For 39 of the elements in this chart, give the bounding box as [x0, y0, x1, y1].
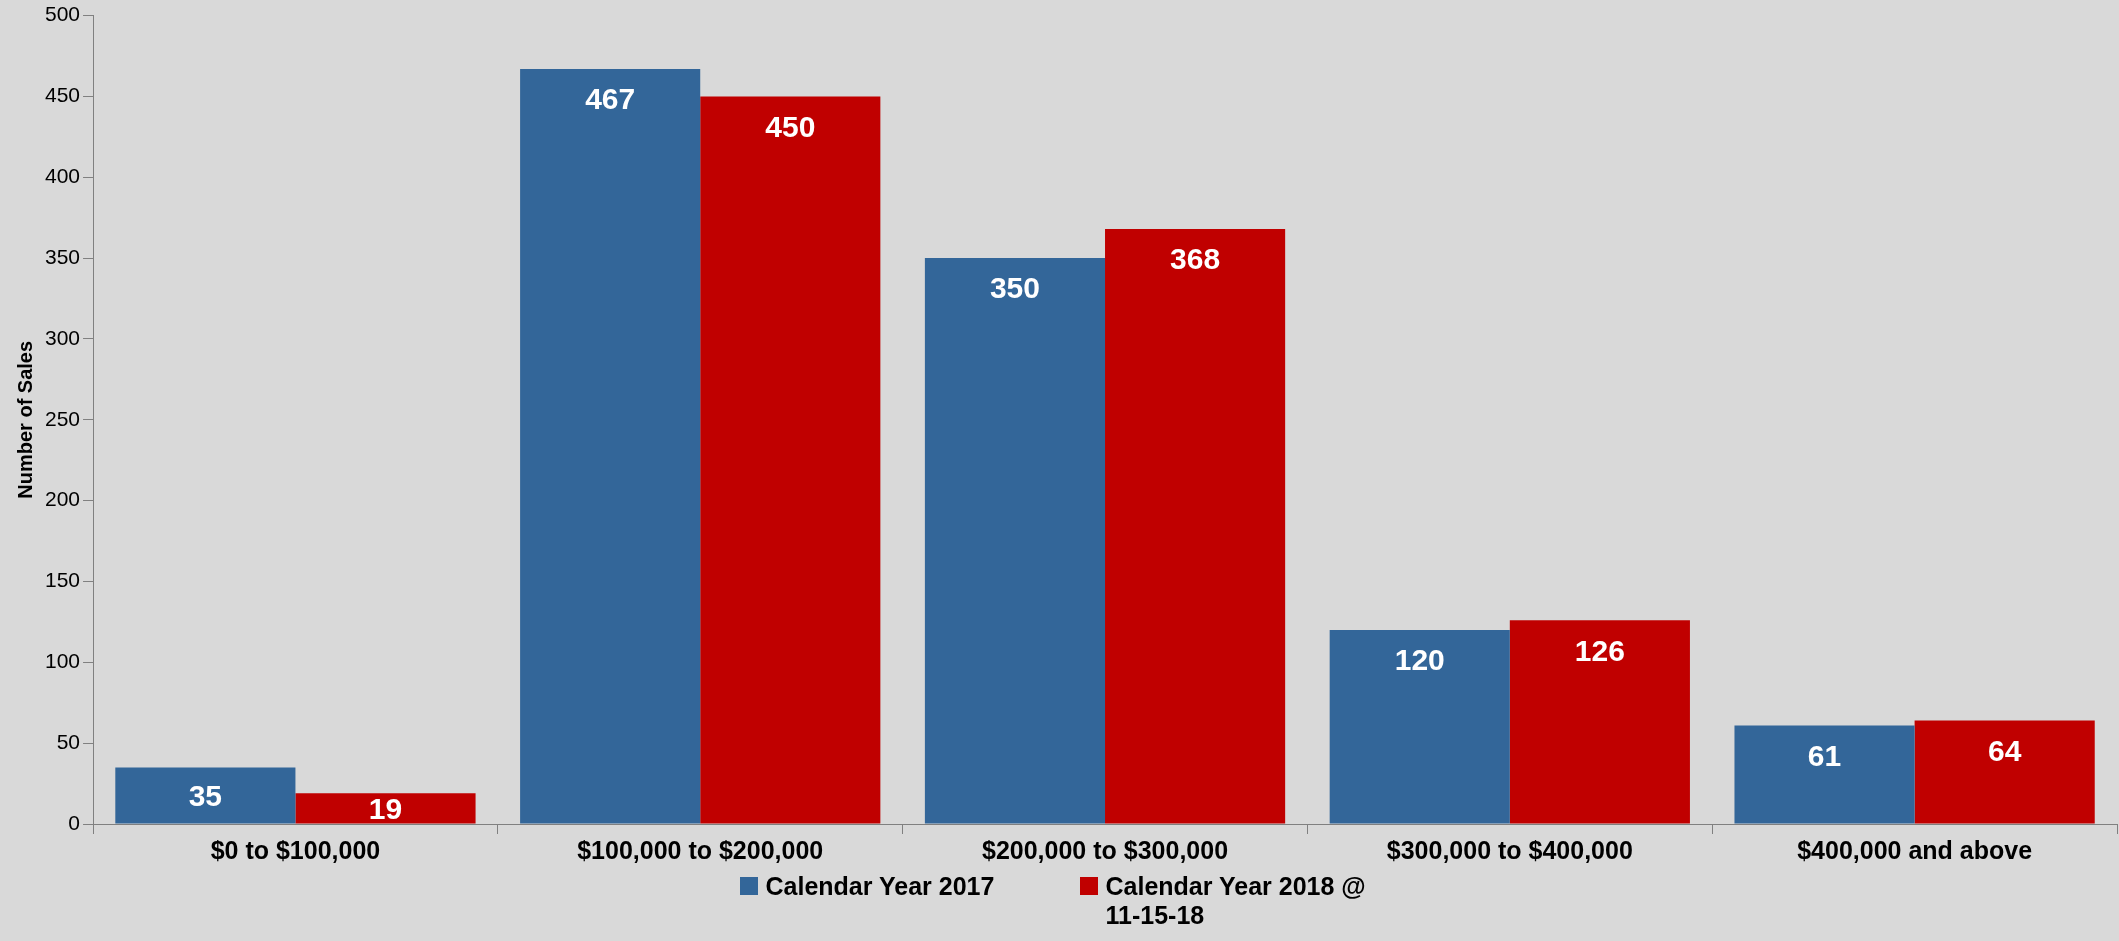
data-label: 64: [1987, 733, 2022, 767]
data-label: 467: [585, 82, 636, 116]
bar: [1734, 725, 1915, 824]
x-tick-label: $300,000 to $400,000: [1386, 835, 1633, 864]
y-tick-label: 350: [44, 244, 81, 268]
bar: [115, 767, 296, 824]
x-tick-label: $0 to $100,000: [210, 835, 381, 864]
bar: [1914, 720, 2095, 824]
bar: [520, 68, 701, 824]
y-axis-title: Number of Sales: [13, 340, 36, 499]
data-label: 350: [989, 271, 1040, 305]
data-label: 368: [1170, 242, 1221, 276]
y-tick-label: 50: [56, 729, 81, 753]
y-tick-label: 300: [44, 325, 81, 349]
x-tick-label: $400,000 and above: [1797, 835, 2033, 864]
y-tick-label: 450: [44, 83, 81, 107]
bar: [295, 793, 476, 824]
bar: [1105, 229, 1286, 824]
data-label: 126: [1574, 633, 1625, 667]
y-tick-label: 250: [44, 406, 81, 430]
data-label: 450: [765, 109, 816, 143]
bar: [1509, 620, 1690, 824]
y-tick-label: 0: [68, 810, 81, 834]
data-label: 19: [368, 791, 403, 825]
data-label: 120: [1394, 643, 1445, 677]
y-tick-label: 200: [44, 487, 81, 511]
legend-label: Calendar Year 2017: [765, 872, 995, 901]
bar: [1329, 629, 1510, 824]
x-tick-label: $200,000 to $300,000: [982, 835, 1229, 864]
bar: [924, 258, 1106, 824]
data-label: 35: [188, 778, 223, 812]
x-tick-label: $100,000 to $200,000: [577, 835, 824, 864]
data-label: 61: [1807, 738, 1842, 772]
bar: [700, 96, 881, 824]
y-tick-label: 150: [44, 568, 81, 592]
y-tick-label: 400: [44, 164, 81, 188]
legend-label: Calendar Year 2018 @ 11-15-18: [1105, 872, 1367, 930]
y-tick-label: 100: [44, 649, 81, 673]
y-tick-label: 500: [44, 2, 81, 26]
